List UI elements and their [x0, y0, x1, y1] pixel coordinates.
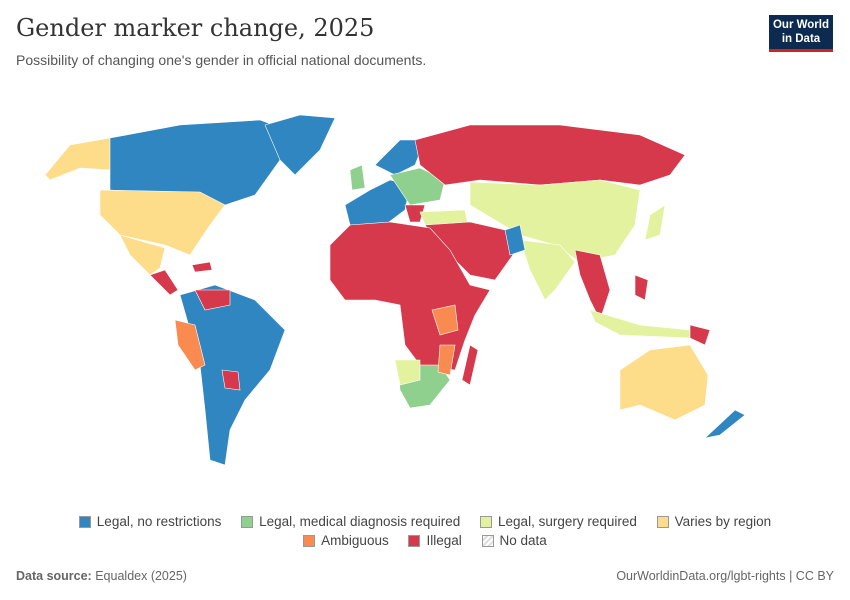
angola-zambia[interactable] [394, 359, 421, 386]
legend-item[interactable]: Legal, surgery required [480, 514, 637, 529]
legend-swatch [408, 534, 421, 547]
legend-swatch [480, 515, 493, 528]
legend-item[interactable]: Legal, medical diagnosis required [241, 514, 460, 529]
usa[interactable] [99, 189, 226, 256]
legend-label: No data [499, 533, 547, 548]
legend-swatch [241, 515, 254, 528]
legend-item[interactable]: No data [481, 533, 547, 548]
japan[interactable] [644, 204, 666, 241]
india[interactable] [519, 239, 576, 301]
world-map[interactable] [0, 90, 850, 500]
papua[interactable] [689, 324, 711, 346]
legend-swatch [303, 534, 316, 547]
legend-swatch [481, 534, 494, 547]
south-america [174, 284, 286, 466]
alaska[interactable] [44, 137, 113, 181]
mexico[interactable] [119, 234, 166, 276]
north-america [44, 114, 336, 296]
indonesia[interactable] [589, 309, 691, 339]
southeast-asia[interactable] [574, 249, 611, 321]
mozambique[interactable] [437, 344, 456, 376]
australia[interactable] [619, 344, 709, 421]
paraguay[interactable] [221, 369, 241, 391]
caribbean[interactable] [191, 261, 213, 273]
legend-label: Legal, surgery required [498, 514, 637, 529]
legend-item[interactable]: Illegal [408, 533, 462, 548]
central-america[interactable] [149, 269, 179, 296]
greenland[interactable] [264, 114, 336, 176]
east-africa-ambiguous[interactable] [431, 304, 459, 336]
logo-line2: in Data [781, 33, 821, 45]
legend-item[interactable]: Varies by region [656, 514, 772, 529]
venezuela[interactable] [194, 289, 231, 311]
new-zealand[interactable] [704, 409, 746, 439]
page-subtitle: Possibility of changing one's gender in … [16, 52, 427, 68]
legend-swatch [78, 515, 91, 528]
data-source: Data source: Equaldex (2025) [16, 569, 187, 583]
africa-north-central[interactable] [329, 221, 491, 371]
legend-label: Illegal [426, 533, 462, 548]
source-value[interactable]: Equaldex (2025) [95, 569, 187, 583]
legend-label: Legal, medical diagnosis required [259, 514, 461, 529]
europe [344, 139, 469, 226]
legend-row-1: Legal, no restrictions Legal, medical di… [0, 514, 850, 531]
uk[interactable] [349, 164, 366, 191]
legend-label: Varies by region [674, 514, 772, 529]
central-europe[interactable] [389, 167, 446, 206]
page-title: Gender marker change, 2025 [16, 14, 375, 42]
legend-swatch [656, 515, 669, 528]
madagascar[interactable] [461, 344, 479, 386]
owid-logo[interactable]: Our World in Data [769, 15, 833, 52]
africa [329, 221, 491, 409]
source-label: Data source: [16, 569, 92, 583]
legend-label: Ambiguous [321, 533, 389, 548]
logo-line1: Our World [772, 19, 829, 31]
legend-item[interactable]: Legal, no restrictions [78, 514, 222, 529]
legend-row-2: Ambiguous Illegal No data [0, 533, 850, 550]
balkans[interactable] [404, 204, 426, 223]
russia[interactable] [414, 124, 686, 186]
peru[interactable] [174, 319, 206, 371]
legend-label: Legal, no restrictions [96, 514, 222, 529]
legend-item[interactable]: Ambiguous [303, 533, 389, 548]
pakistan[interactable] [504, 224, 526, 256]
footer-link[interactable]: OurWorldinData.org/lgbt-rights | CC BY [616, 569, 834, 583]
philippines[interactable] [634, 274, 649, 301]
